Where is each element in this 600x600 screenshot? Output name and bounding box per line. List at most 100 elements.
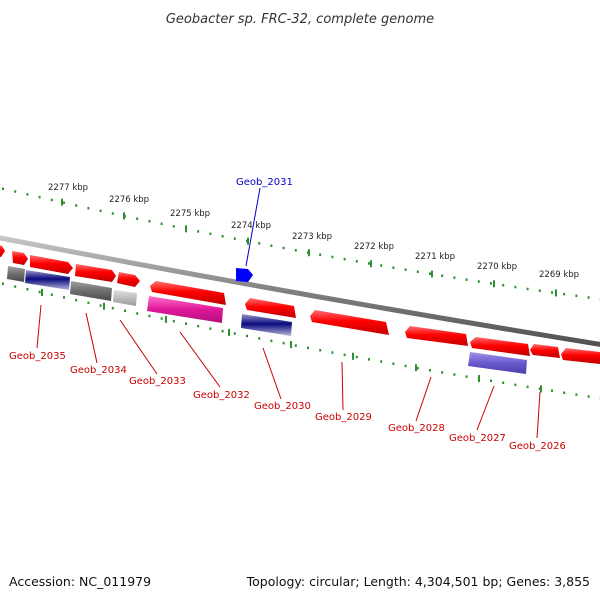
major-tick-mark xyxy=(290,341,292,349)
gene-arrow[interactable] xyxy=(310,310,389,335)
tick-mark xyxy=(270,339,273,343)
gene-arrow[interactable] xyxy=(0,244,5,257)
kbp-label: 2274 kbp xyxy=(231,221,271,231)
highlighted-gene-geob-2031[interactable] xyxy=(236,268,253,282)
gene-block[interactable] xyxy=(113,290,137,306)
gene-arrow[interactable] xyxy=(12,251,28,265)
kbp-label: 2273 kbp xyxy=(292,232,332,242)
gene-block[interactable] xyxy=(147,296,223,323)
major-tick-mark xyxy=(493,280,495,288)
tick-mark xyxy=(392,266,395,269)
gene-label-geob-2030[interactable]: Geob_2030 xyxy=(254,401,311,412)
gene-label-geob-2031[interactable]: Geob_2031 xyxy=(236,177,293,188)
tick-mark xyxy=(63,201,65,204)
gene-block[interactable] xyxy=(25,270,70,290)
tick-mark xyxy=(331,255,334,259)
tick-mark xyxy=(233,332,236,335)
gene-label-geob-2034[interactable]: Geob_2034 xyxy=(70,365,127,376)
tick-mark xyxy=(282,341,285,345)
tick-mark xyxy=(477,280,480,283)
tick-mark xyxy=(551,291,553,294)
tick-mark xyxy=(307,346,309,350)
tick-mark xyxy=(380,264,383,267)
kbp-label: 2270 kbp xyxy=(477,262,517,272)
tick-mark xyxy=(209,327,212,330)
major-tick-mark xyxy=(352,352,354,360)
gene-arrow[interactable] xyxy=(470,337,530,356)
major-tick-mark xyxy=(123,212,125,220)
kbp-labels: 2277 kbp 2276 kbp 2275 kbp 2274 kbp 2273… xyxy=(48,183,579,280)
gene-block[interactable] xyxy=(468,352,527,374)
tick-mark xyxy=(404,364,407,368)
tick-mark xyxy=(160,222,163,226)
tick-mark xyxy=(538,289,541,292)
major-tick-mark xyxy=(185,225,187,233)
label-leader-line xyxy=(415,376,432,422)
tick-mark xyxy=(380,360,383,363)
tick-mark xyxy=(75,204,78,207)
gene-arrow[interactable] xyxy=(530,344,560,358)
label-leader-line xyxy=(476,385,495,431)
tick-mark xyxy=(502,381,505,384)
page-title: Geobacter sp. FRC-32, complete genome xyxy=(166,12,434,27)
label-leader-line xyxy=(119,319,158,375)
gene-arrow[interactable] xyxy=(117,272,140,287)
gene-arrow[interactable] xyxy=(245,298,296,318)
tick-mark xyxy=(355,260,358,263)
gene-label-geob-2029[interactable]: Geob_2029 xyxy=(315,412,372,423)
gene-block[interactable] xyxy=(241,314,292,336)
tick-mark xyxy=(526,385,529,389)
tick-mark xyxy=(392,362,395,365)
label-leader-line xyxy=(245,187,261,267)
gene-label-geob-2026[interactable]: Geob_2026 xyxy=(509,441,566,452)
tick-mark xyxy=(14,285,17,288)
tick-mark xyxy=(221,235,224,238)
gene-block[interactable] xyxy=(70,281,112,301)
major-tick-mark xyxy=(540,385,542,393)
tick-mark xyxy=(465,375,468,378)
tick-mark xyxy=(551,389,553,392)
outer-tick-ring xyxy=(2,187,600,301)
tick-mark xyxy=(99,304,102,307)
tick-mark xyxy=(87,301,90,305)
tick-mark xyxy=(148,314,151,318)
gene-arrow[interactable] xyxy=(561,348,600,364)
tick-mark xyxy=(197,324,200,328)
annotated-genes xyxy=(7,266,527,374)
label-leader-line xyxy=(262,347,282,400)
tick-mark xyxy=(282,246,285,250)
tick-mark xyxy=(416,270,419,273)
kbp-label: 2277 kbp xyxy=(48,183,88,193)
tick-mark xyxy=(538,387,541,390)
major-tick-mark xyxy=(165,315,167,323)
tick-mark xyxy=(26,193,29,196)
gene-label-geob-2035[interactable]: Geob_2035 xyxy=(9,351,66,362)
gene-label-geob-2028[interactable]: Geob_2028 xyxy=(388,423,445,434)
gene-arrow[interactable] xyxy=(75,264,116,282)
kbp-label: 2275 kbp xyxy=(170,209,210,219)
tick-mark xyxy=(26,288,29,291)
tick-mark xyxy=(294,249,297,252)
tick-mark xyxy=(514,285,517,289)
gene-arrow[interactable] xyxy=(150,281,226,305)
gene-label-geob-2027[interactable]: Geob_2027 xyxy=(449,433,506,444)
tick-mark xyxy=(2,187,4,190)
major-tick-mark xyxy=(431,270,433,278)
tick-mark xyxy=(514,383,517,387)
label-leader-line xyxy=(341,361,344,411)
tick-mark xyxy=(38,195,41,199)
tick-mark xyxy=(355,355,358,359)
tick-mark xyxy=(38,290,41,294)
gene-label-geob-2033[interactable]: Geob_2033 xyxy=(129,376,186,387)
major-tick-mark xyxy=(415,364,417,372)
topology-text: Topology: circular; Length: 4,304,501 bp… xyxy=(246,574,590,589)
gene-label-geob-2032[interactable]: Geob_2032 xyxy=(193,390,250,401)
gene-arrow[interactable] xyxy=(405,326,468,346)
gene-arrow[interactable] xyxy=(30,255,73,274)
major-tick-mark xyxy=(41,289,43,296)
tick-mark xyxy=(368,262,370,265)
gene-block[interactable] xyxy=(7,266,25,282)
tick-mark xyxy=(270,244,273,247)
tick-mark xyxy=(319,349,322,352)
